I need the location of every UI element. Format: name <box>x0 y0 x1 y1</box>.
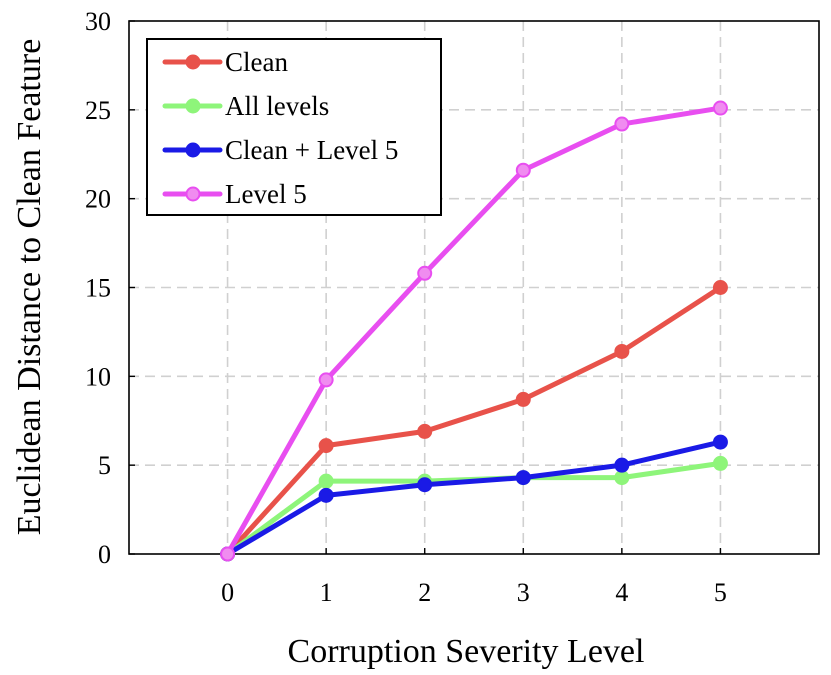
y-tick-label: 10 <box>85 362 111 391</box>
y-tick-label: 20 <box>85 185 111 214</box>
y-axis-title: Euclidean Distance to Clean Feature <box>11 39 48 536</box>
legend-swatch-marker <box>185 54 201 70</box>
x-tick-label: 5 <box>714 578 727 607</box>
series-layer <box>220 100 728 562</box>
x-axis-title: Corruption Severity Level <box>288 633 645 670</box>
data-point-clean-level-5 <box>515 470 531 486</box>
legend-item: All levels <box>162 91 329 121</box>
data-point-clean <box>614 343 630 359</box>
y-tick-label: 0 <box>98 540 111 569</box>
y-tick-label: 15 <box>85 274 111 303</box>
data-point-clean-level-5 <box>318 487 334 503</box>
legend-swatch-marker <box>185 186 201 202</box>
legend-swatch-marker <box>185 142 201 158</box>
legend-item: Level 5 <box>162 179 307 209</box>
series-line-level-5 <box>225 105 723 557</box>
data-point-level-5 <box>318 372 334 388</box>
legend-label: Clean + Level 5 <box>225 135 398 165</box>
y-tick-label: 25 <box>85 96 111 125</box>
legend-items: Clean All levels Clean + Level 5 Level 5 <box>162 47 398 209</box>
data-point-clean <box>712 280 728 295</box>
series-line-clean-level-5 <box>225 439 723 557</box>
data-point-clean <box>515 391 531 407</box>
legend: Clean All levels Clean + Level 5 Level 5 <box>146 38 442 216</box>
data-point-clean <box>417 423 433 439</box>
x-tick-label: 4 <box>615 578 628 607</box>
x-tick-label: 0 <box>221 578 234 607</box>
y-tick-label: 30 <box>85 7 111 36</box>
data-point-level-5 <box>515 162 531 178</box>
series-clean-level-5 <box>220 434 728 562</box>
legend-swatch-marker <box>185 98 201 114</box>
series-clean <box>220 280 728 562</box>
legend-label: Clean <box>225 47 288 77</box>
legend-item: Clean + Level 5 <box>162 135 398 165</box>
tick-layer: 0 5 10 15 20 25 30 0 1 2 3 4 5 <box>85 7 727 607</box>
legend-label: Level 5 <box>225 179 307 209</box>
data-point-all-levels <box>712 455 728 471</box>
data-point-clean-level-5 <box>417 477 433 493</box>
x-tick-label: 1 <box>320 578 333 607</box>
y-tick-label: 5 <box>98 451 111 480</box>
data-point-level-5 <box>712 100 728 116</box>
data-point-level-5 <box>417 265 433 281</box>
series-line-clean <box>225 285 723 557</box>
legend-item: Clean <box>162 47 288 77</box>
data-point-clean-level-5 <box>614 457 630 473</box>
data-point-all-levels <box>614 470 630 486</box>
data-point-all-levels <box>318 473 334 489</box>
legend-label: All levels <box>225 91 329 121</box>
series-all-levels <box>220 455 728 562</box>
x-tick-label: 2 <box>418 578 431 607</box>
x-tick-label: 3 <box>517 578 530 607</box>
data-point-clean-level-5 <box>712 434 728 450</box>
data-point-level-5 <box>220 546 236 562</box>
series-level-5 <box>220 100 728 562</box>
data-point-clean <box>318 438 334 454</box>
data-point-level-5 <box>614 116 630 132</box>
